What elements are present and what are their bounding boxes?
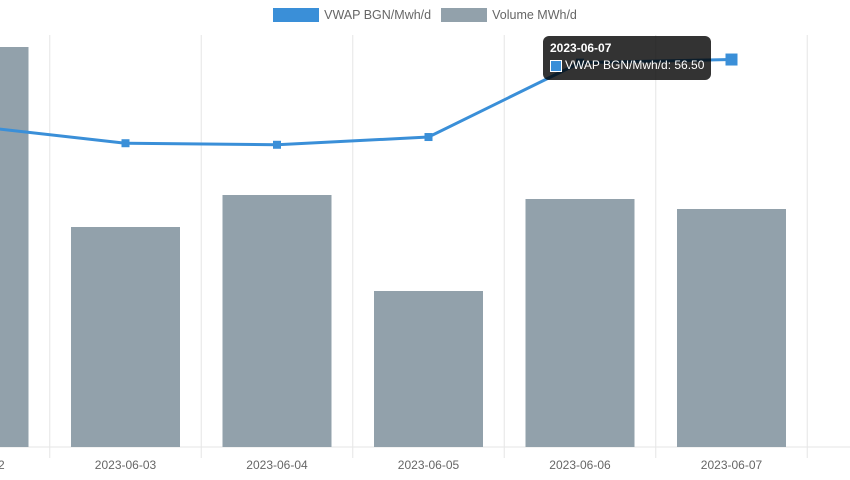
tooltip: 2023-06-07 VWAP BGN/Mwh/d: 56.50: [543, 36, 712, 80]
tooltip-text: VWAP BGN/Mwh/d: 56.50: [565, 58, 705, 72]
x-tick-label: 2023-06-03: [95, 458, 157, 472]
volume-bar: [0, 47, 29, 447]
tooltip-swatch: [550, 59, 562, 72]
legend-label-vwap: VWAP BGN/Mwh/d: [324, 8, 432, 22]
volume-bar: [374, 291, 483, 447]
x-tick-label: 2023-06-02: [0, 458, 5, 472]
legend-swatch-volume: [441, 8, 488, 22]
volume-bar: [677, 209, 786, 447]
vwap-point-active: [725, 53, 738, 66]
volume-bar: [222, 195, 332, 447]
x-tick-label: 2023-06-07: [701, 458, 763, 472]
volume-bars: [0, 47, 786, 447]
x-tick-label: 2023-06-06: [549, 458, 611, 472]
x-tick-label: 2023-06-05: [398, 458, 460, 472]
legend: VWAP BGN/Mwh/d Volume MWh/d: [0, 8, 850, 22]
legend-swatch-vwap: [273, 8, 320, 22]
legend-item-volume[interactable]: Volume MWh/d: [441, 8, 577, 22]
tooltip-row: VWAP BGN/Mwh/d: 56.50: [550, 57, 704, 74]
x-tick-label: 2023-06-04: [246, 458, 308, 472]
volume-bar: [71, 227, 180, 447]
tooltip-title: 2023-06-07: [550, 41, 612, 55]
legend-label-volume: Volume MWh/d: [492, 8, 577, 22]
vwap-point: [424, 133, 433, 142]
vwap-point: [121, 139, 130, 148]
volume-bar: [525, 199, 635, 447]
vwap-point: [273, 140, 281, 149]
legend-item-vwap[interactable]: VWAP BGN/Mwh/d: [273, 8, 431, 22]
x-axis-ticks: 2023-06-02 2023-06-03 2023-06-04 2023-06-05…: [0, 458, 763, 472]
